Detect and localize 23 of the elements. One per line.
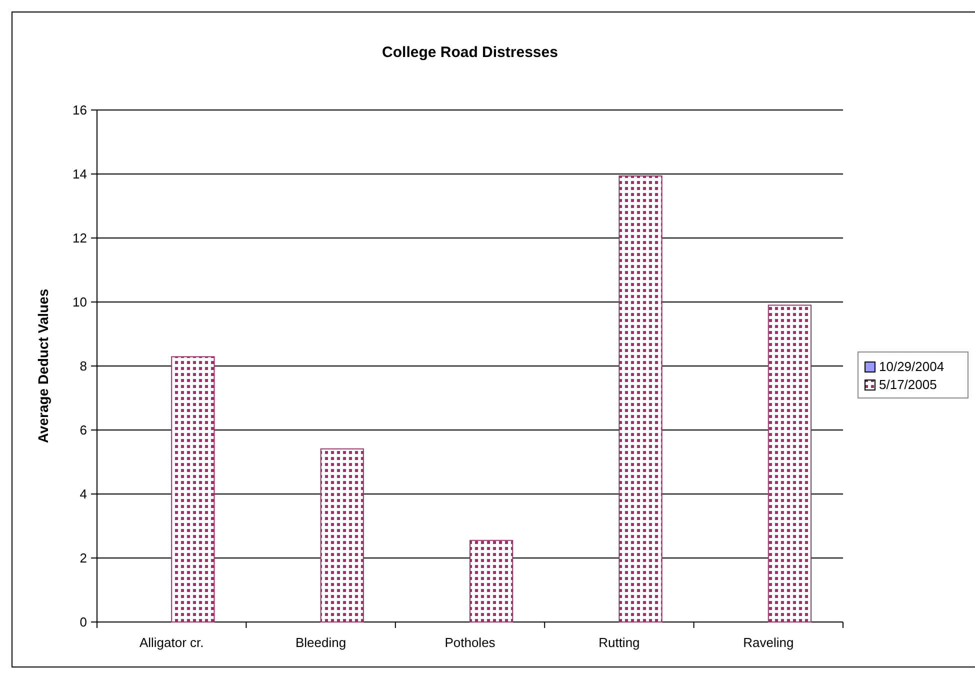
y-tick-label: 6 (80, 422, 87, 438)
legend-label: 10/29/2004 (879, 359, 944, 374)
x-tick-label: Alligator cr. (139, 635, 204, 650)
x-tick-label: Potholes (444, 635, 496, 650)
bar (470, 540, 514, 622)
x-tick-label: Rutting (598, 635, 640, 650)
bar (171, 356, 215, 622)
y-tick-label: 10 (72, 294, 87, 310)
legend-label: 5/17/2005 (879, 377, 937, 392)
bar (768, 304, 812, 622)
x-tick-label: Bleeding (295, 635, 346, 650)
chart-title: College Road Distresses (382, 44, 558, 61)
y-tick-label: 4 (80, 486, 87, 502)
y-tick-label: 0 (80, 614, 87, 630)
y-tick-label: 12 (72, 230, 87, 246)
y-tick-label: 2 (80, 550, 87, 566)
x-tick-label: Raveling (743, 635, 794, 650)
bar (618, 175, 662, 622)
y-tick-label: 8 (80, 358, 87, 374)
bar (320, 448, 364, 622)
y-tick-label: 16 (72, 102, 87, 118)
y-axis-title: Average Deduct Values (35, 288, 51, 444)
y-tick-label: 14 (72, 166, 87, 182)
